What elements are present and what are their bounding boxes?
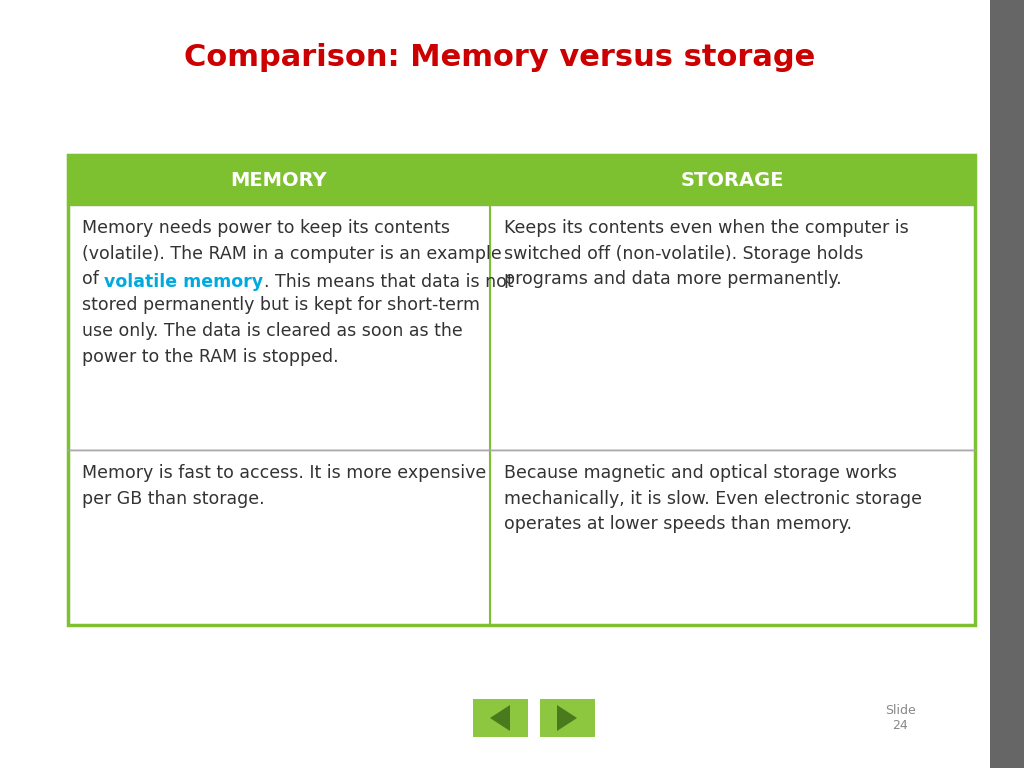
Text: Memory is fast to access. It is more expensive
per GB than storage.: Memory is fast to access. It is more exp…	[82, 464, 486, 508]
Bar	[990, 0, 1024, 768]
Bar	[68, 155, 975, 625]
Text: Because magnetic and optical storage works
mechanically, it is slow. Even electr: Because magnetic and optical storage wor…	[504, 464, 922, 534]
Bar	[472, 699, 527, 737]
Text: . This means that data is not: . This means that data is not	[263, 273, 513, 291]
Text: Comparison: Memory versus storage: Comparison: Memory versus storage	[184, 44, 816, 72]
Polygon shape	[490, 705, 510, 731]
Text: volatile memory: volatile memory	[104, 273, 263, 291]
Bar	[68, 450, 975, 625]
Text: Slide
24: Slide 24	[885, 704, 915, 732]
Bar	[68, 155, 975, 205]
Bar	[540, 699, 595, 737]
Bar	[68, 205, 975, 450]
Polygon shape	[557, 705, 577, 731]
Text: STORAGE: STORAGE	[681, 170, 784, 190]
Text: Keeps its contents even when the computer is
switched off (non-volatile). Storag: Keeps its contents even when the compute…	[504, 219, 908, 289]
Text: Memory needs power to keep its contents
(volatile). The RAM in a computer is an : Memory needs power to keep its contents …	[82, 219, 502, 289]
Text: Memory needs power to keep its contents
(volatile). The RAM in a computer is an : Memory needs power to keep its contents …	[82, 219, 502, 289]
Text: stored permanently but is kept for short-term
use only. The data is cleared as s: stored permanently but is kept for short…	[82, 219, 480, 366]
Text: MEMORY: MEMORY	[230, 170, 328, 190]
